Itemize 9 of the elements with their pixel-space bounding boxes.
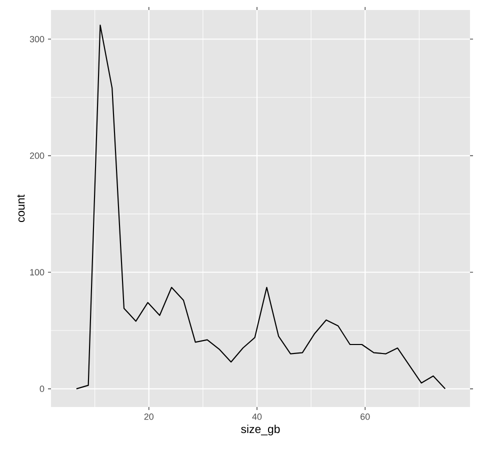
y-tick-label: 100	[30, 269, 44, 276]
x-axis-title: size_gb	[241, 424, 280, 436]
x-tick-label: 40	[252, 414, 262, 420]
x-tick-label: 60	[360, 414, 370, 420]
y-tick-label: 0	[40, 386, 44, 392]
y-axis-title: count	[17, 194, 25, 222]
y-tick-label: 300	[30, 36, 44, 42]
y-tick-label: 200	[30, 152, 44, 159]
x-tick-label: 20	[144, 414, 154, 420]
